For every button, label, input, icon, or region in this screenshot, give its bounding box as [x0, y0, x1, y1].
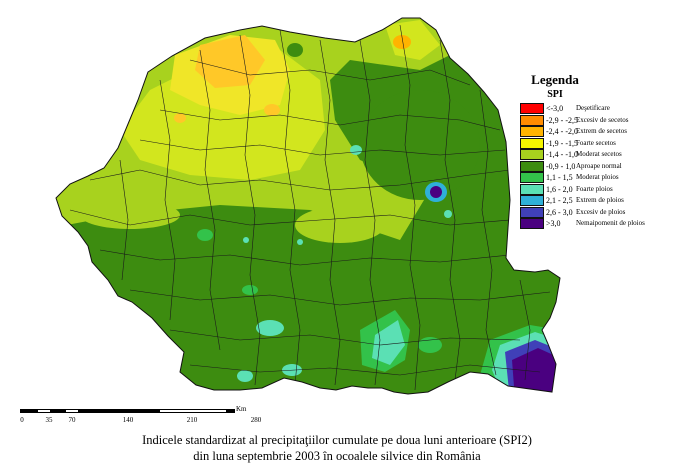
scale-segment	[20, 409, 37, 413]
legend-swatch	[520, 160, 544, 172]
legend-item: 2,1 - 2,5 Extrem de ploios	[520, 195, 670, 207]
legend-item: >3,0 Nemaipomenit de ploios	[520, 218, 670, 230]
legend-item: -2,4 - -2,0 Extrem de secetos	[520, 126, 670, 138]
legend-title: Legenda	[531, 72, 579, 87]
legend-swatch	[520, 195, 544, 206]
legend-swatch	[520, 183, 544, 195]
legend-label: Excesiv de ploios	[576, 207, 626, 216]
map-caption: Indicele standardizat al precipitaţiilor…	[0, 432, 674, 464]
legend-label: Deşetificare	[576, 104, 610, 112]
scale-bar: Km 0 35 70 140 210 280	[20, 405, 262, 428]
scale-tick: 35	[45, 416, 53, 424]
legend-item: 2,6 - 3,0 Excesiv de ploios	[520, 206, 670, 219]
zone-very-wet-spot-3	[243, 237, 249, 243]
zone-extreme-dry	[195, 35, 265, 88]
scale-segment	[79, 409, 159, 413]
legend: <-3,0 Deşetificare -2,9 - -2,5 Excesiv de s…	[520, 103, 670, 230]
scale-segment	[65, 409, 79, 413]
zone-very-dry-maramures	[385, 20, 440, 60]
legend-swatch	[520, 137, 544, 149]
zone-very-wet-south	[256, 320, 284, 336]
zone-very-wet-4	[237, 370, 253, 382]
legend-swatch	[520, 206, 544, 218]
legend-label: Extrem de secetos	[576, 127, 627, 135]
legend-range: -2,9 - -2,5	[546, 115, 578, 125]
legend-item: -1,9 - -1,5 Foarte secetos	[520, 137, 670, 150]
zone-moderately-dry-center	[295, 207, 385, 243]
zone-very-wet-spot-2	[444, 210, 452, 218]
romania-border	[55, 17, 561, 395]
legend-item: -0,9 - 1,0 Aproape normal	[520, 160, 670, 173]
legend-item: -2,9 - -2,5 Excesiv de secetos	[520, 114, 670, 127]
legend-swatch	[520, 103, 544, 114]
legend-label: Foarte secetos	[576, 138, 616, 147]
zone-extreme-dry-spot-2	[264, 104, 280, 116]
legend-item: <-3,0 Deşetificare	[520, 103, 670, 115]
zone-moderate-wet-south-2	[242, 285, 258, 295]
zone-moderate-wet-2	[418, 337, 442, 353]
legend-label: Foarte ploios	[576, 184, 613, 193]
scale-segment	[227, 409, 235, 413]
legend-label: Moderat ploios	[576, 173, 619, 181]
scale-unit: Km	[236, 405, 247, 413]
legend-swatch	[520, 114, 544, 126]
scale-tick: 0	[20, 416, 24, 424]
legend-label: Extrem de ploios	[576, 196, 624, 204]
legend-range: <-3,0	[546, 104, 564, 113]
legend-range: >3,0	[546, 219, 561, 228]
forest-district-boundaries	[69, 24, 551, 391]
caption-line-2: din luna septembrie 2003 în ocoalele sil…	[193, 449, 481, 463]
legend-range: 2,6 - 3,0	[546, 207, 573, 217]
scale-tick: 70	[68, 416, 76, 424]
legend-subtitle: SPI	[547, 89, 563, 100]
zone-very-wet-spot	[350, 145, 362, 155]
zone-moderate-wet-west	[197, 229, 213, 241]
zone-exceptional-wet	[512, 348, 560, 394]
legend-item: 1,1 - 1,5 Moderat ploios	[520, 172, 670, 184]
zone-exceptional-wet-iasi	[430, 186, 442, 198]
caption-line-1: Indicele standardizat al precipitaţiilor…	[142, 433, 532, 447]
legend-swatch	[520, 218, 544, 229]
scale-tick: 210	[186, 416, 198, 424]
scale-tick: 280	[250, 416, 262, 424]
scale-segment	[37, 409, 51, 413]
scale-segment	[51, 409, 65, 413]
legend-range: -1,4 - -1,0	[546, 150, 578, 159]
zone-very-wet-spot-4	[297, 239, 303, 245]
legend-range: -1,9 - -1,5	[546, 138, 578, 148]
legend-label: Moderat secetos	[576, 150, 622, 158]
scale-tick: 140	[122, 416, 134, 424]
zone-extreme-dry-spot	[393, 35, 411, 49]
legend-range: -0,9 - 1,0	[546, 161, 576, 171]
legend-swatch	[520, 172, 544, 183]
zone-near-normal-spot	[287, 43, 303, 57]
legend-range: 2,1 - 2,5	[546, 196, 573, 205]
scale-segment	[159, 409, 227, 413]
legend-swatch	[520, 149, 544, 160]
legend-item: 1,6 - 2,0 Foarte ploios	[520, 183, 670, 196]
zone-extreme-dry-spot-3	[174, 113, 186, 123]
legend-range: -2,4 - -2,0	[546, 127, 578, 136]
zone-very-wet	[372, 320, 405, 365]
legend-item: -1,4 - -1,0 Moderat secetos	[520, 149, 670, 161]
legend-range: 1,1 - 1,5	[546, 173, 573, 182]
legend-swatch	[520, 126, 544, 137]
legend-range: 1,6 - 2,0	[546, 184, 573, 194]
legend-label: Aproape normal	[576, 161, 622, 170]
legend-label: Nemaipomenit de ploios	[576, 219, 645, 227]
legend-label: Excesiv de secetos	[576, 115, 629, 124]
zone-near-normal-east	[360, 90, 480, 200]
zone-moderately-dry-banat	[80, 201, 180, 229]
